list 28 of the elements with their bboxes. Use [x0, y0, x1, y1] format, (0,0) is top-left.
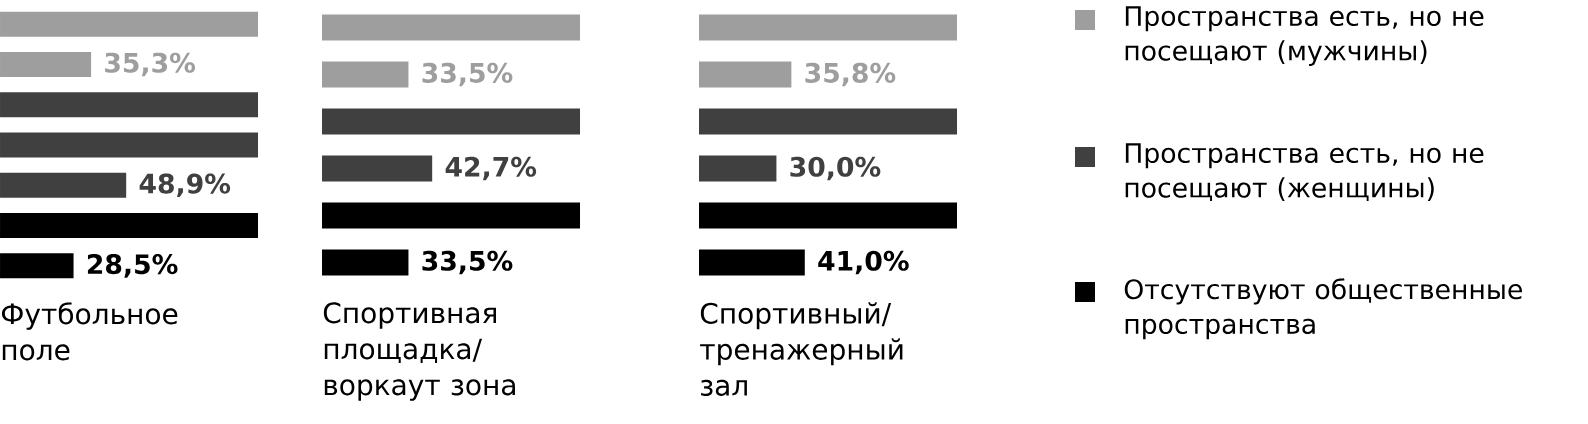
bar: [699, 155, 777, 182]
category-label: Отсутствуют общественные пространства: [1124, 278, 1522, 340]
data-label: 28,5%: [87, 254, 178, 278]
data-label: 35,3%: [105, 52, 196, 77]
x-axis-title: Футбольное поле: [1, 302, 178, 361]
bar: [0, 11, 259, 37]
bar: [0, 51, 92, 77]
category-label: Пространства есть, но не посещают (женщины): [1125, 143, 1484, 202]
data-label: 30,0%: [790, 156, 881, 181]
bar: [699, 249, 805, 276]
data-label: 42,7%: [445, 156, 537, 181]
data-label: 33,5%: [422, 62, 513, 87]
bar: [0, 213, 259, 239]
bar: [699, 108, 958, 135]
data-label: 33,5%: [422, 250, 513, 275]
bar: [699, 14, 958, 41]
bar: [0, 253, 74, 279]
bar: [699, 61, 792, 88]
category-label: Пространства есть, но не посещают (мужчины): [1125, 6, 1484, 66]
bar: [0, 92, 259, 118]
bar: [699, 202, 958, 229]
data-label: 48,9%: [139, 173, 231, 198]
bar: [0, 172, 127, 198]
bar: [0, 132, 259, 158]
x-axis-title: Спортивный/ тренажерный зал: [700, 302, 903, 396]
data-label: 41,0%: [818, 250, 909, 275]
data-label: 35,8%: [805, 62, 896, 87]
x-axis-title: Спортивная площадка/ воркаут зона: [323, 302, 515, 401]
